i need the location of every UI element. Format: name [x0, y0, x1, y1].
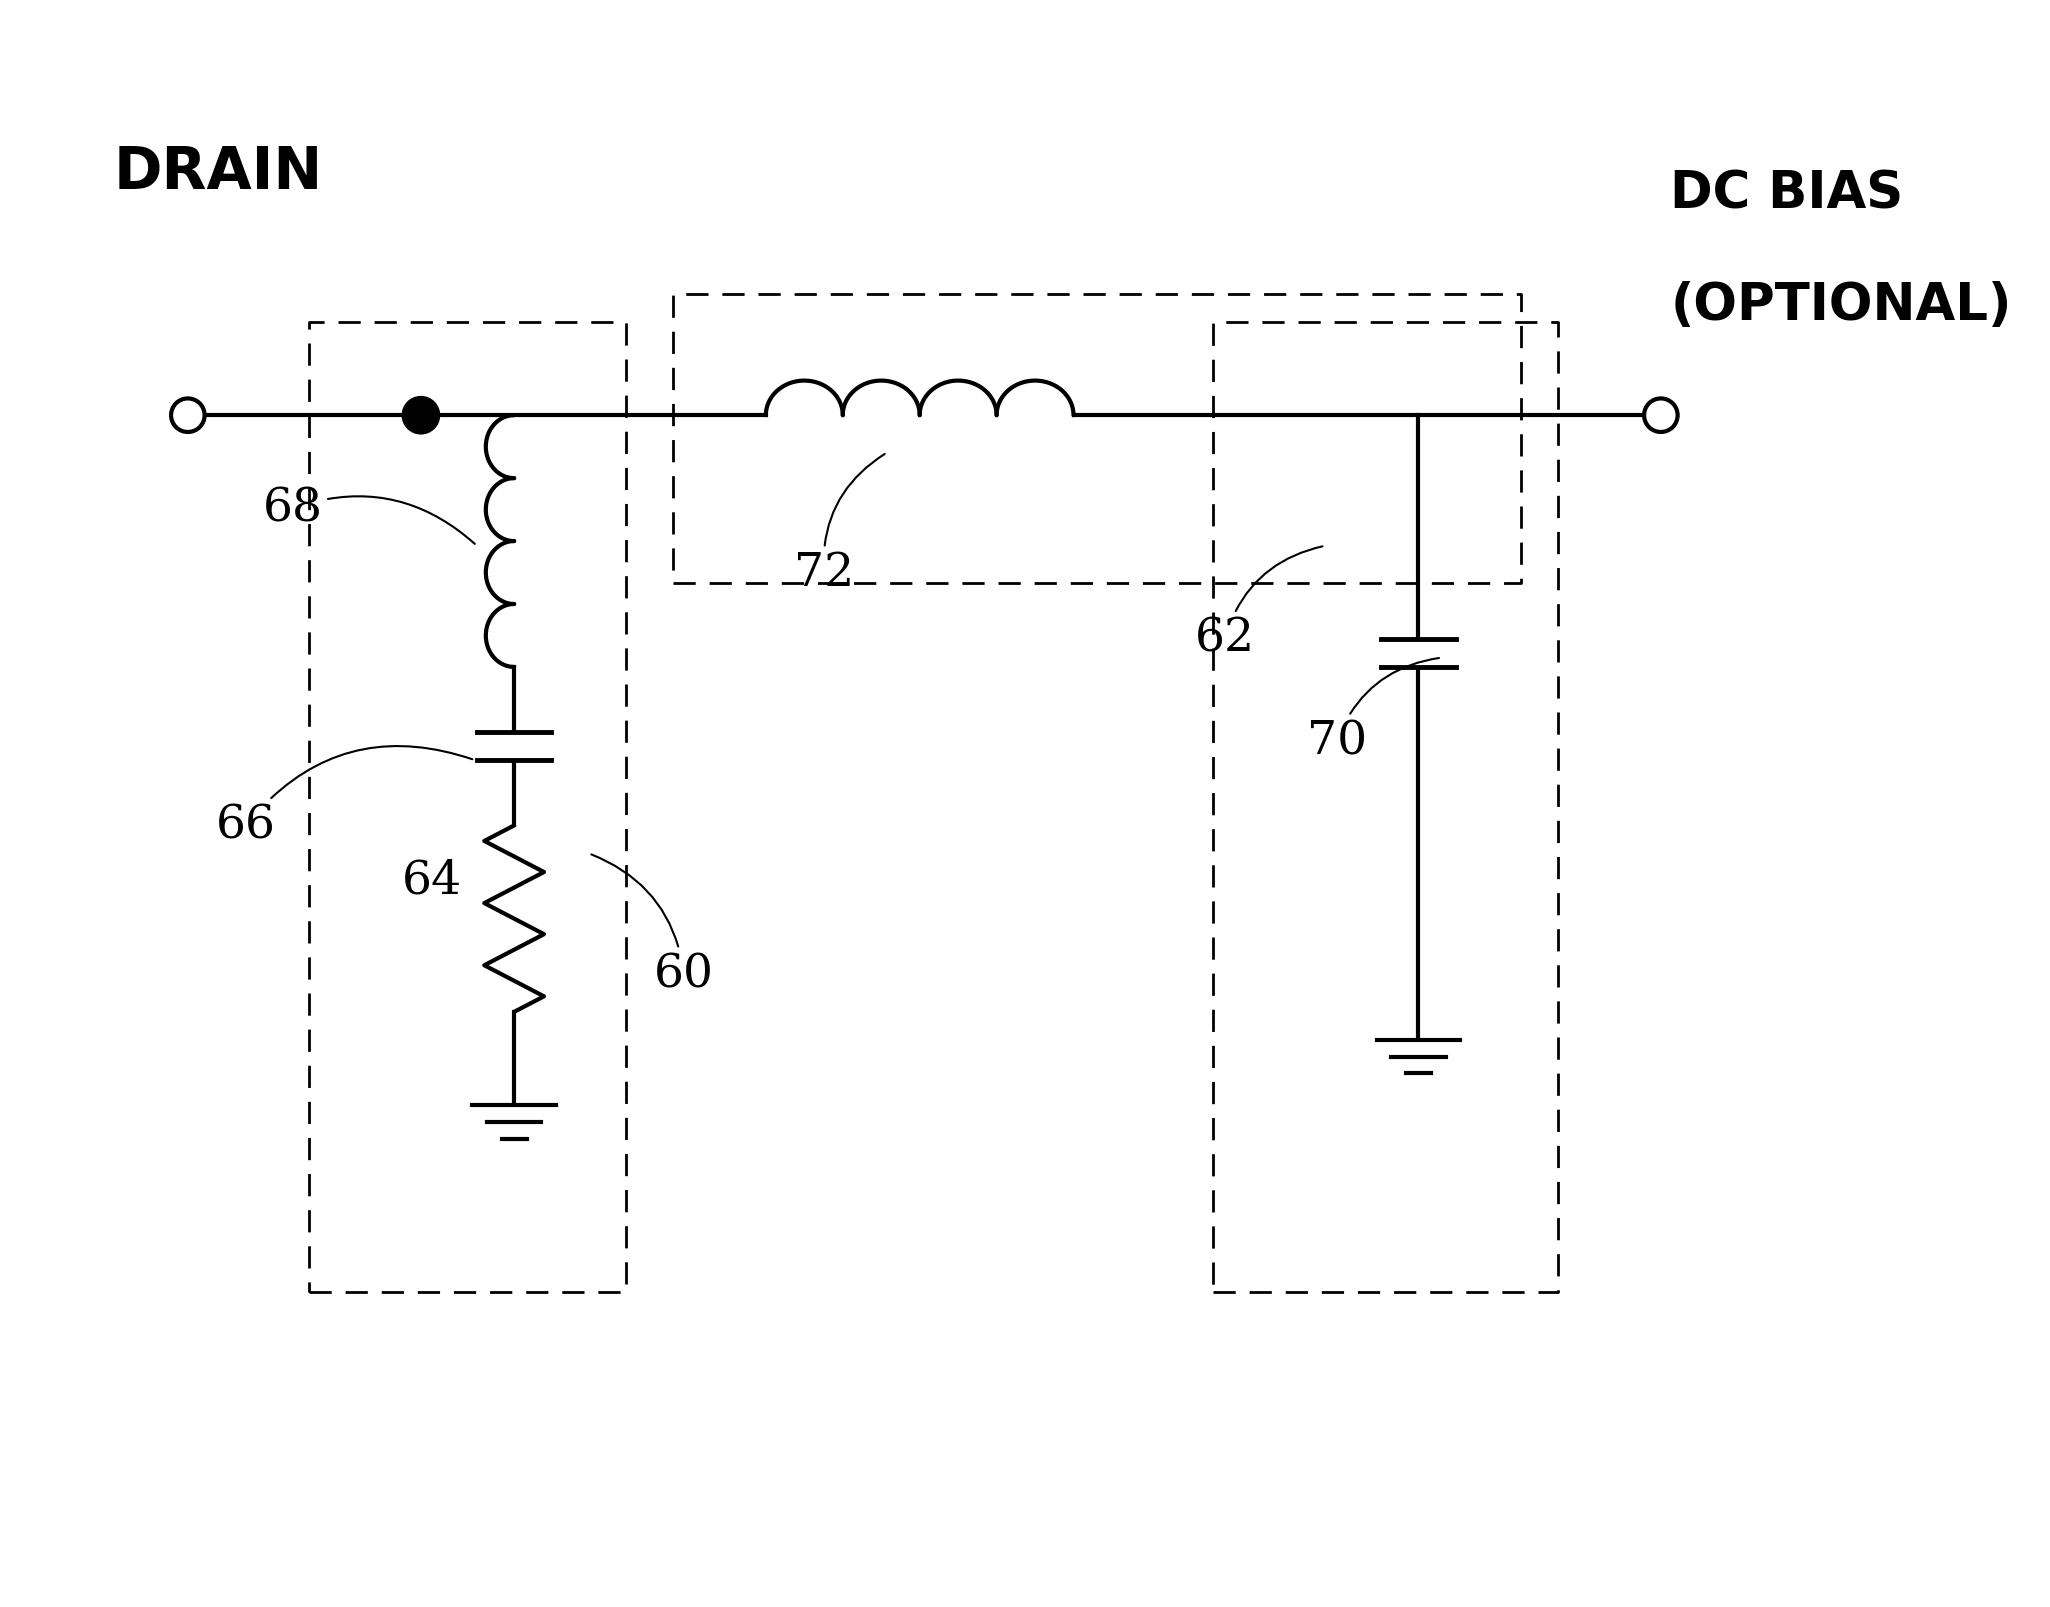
Text: 70: 70	[1306, 657, 1439, 765]
Circle shape	[402, 397, 439, 434]
Text: 60: 60	[590, 855, 713, 998]
Text: 72: 72	[793, 453, 886, 596]
Text: DC BIAS: DC BIAS	[1671, 169, 1902, 220]
Text: 66: 66	[215, 746, 472, 848]
Text: (OPTIONAL): (OPTIONAL)	[1671, 281, 2011, 331]
Text: 62: 62	[1195, 546, 1322, 662]
Text: 64: 64	[402, 858, 463, 905]
Text: DRAIN: DRAIN	[113, 143, 322, 201]
Text: 68: 68	[262, 485, 476, 543]
